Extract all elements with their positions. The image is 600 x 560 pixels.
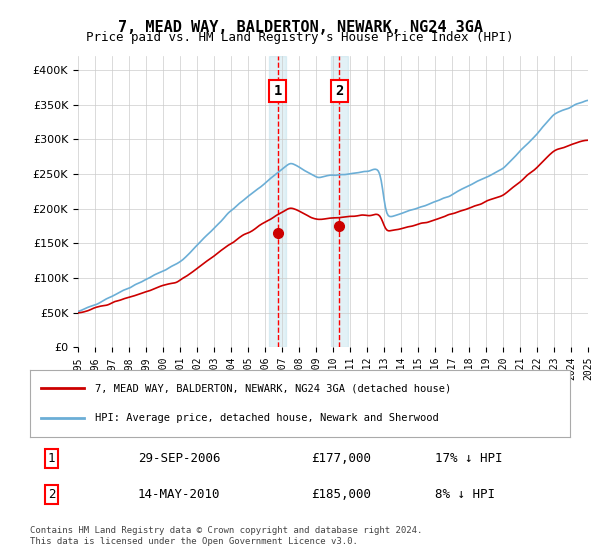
Text: £185,000: £185,000 <box>311 488 371 501</box>
Text: Contains HM Land Registry data © Crown copyright and database right 2024.
This d: Contains HM Land Registry data © Crown c… <box>30 526 422 546</box>
Text: 2: 2 <box>335 83 343 97</box>
Text: HPI: Average price, detached house, Newark and Sherwood: HPI: Average price, detached house, Newa… <box>95 413 439 423</box>
Text: 29-SEP-2006: 29-SEP-2006 <box>138 452 221 465</box>
Text: 2: 2 <box>48 488 55 501</box>
Text: 8% ↓ HPI: 8% ↓ HPI <box>435 488 495 501</box>
Text: 1: 1 <box>274 83 282 97</box>
Text: 7, MEAD WAY, BALDERTON, NEWARK, NG24 3GA: 7, MEAD WAY, BALDERTON, NEWARK, NG24 3GA <box>118 20 482 35</box>
Text: 17% ↓ HPI: 17% ↓ HPI <box>435 452 503 465</box>
Text: 14-MAY-2010: 14-MAY-2010 <box>138 488 221 501</box>
Bar <box>331 56 348 347</box>
Text: Price paid vs. HM Land Registry's House Price Index (HPI): Price paid vs. HM Land Registry's House … <box>86 31 514 44</box>
Text: 7, MEAD WAY, BALDERTON, NEWARK, NG24 3GA (detached house): 7, MEAD WAY, BALDERTON, NEWARK, NG24 3GA… <box>95 384 451 394</box>
Bar <box>269 56 286 347</box>
Text: 1: 1 <box>48 452 55 465</box>
Text: £177,000: £177,000 <box>311 452 371 465</box>
